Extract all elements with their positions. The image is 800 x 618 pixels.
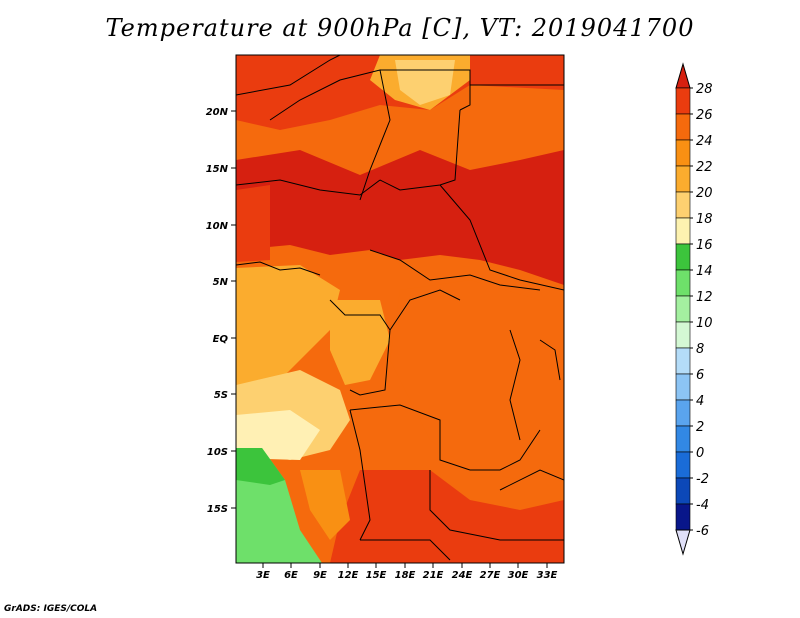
colorbar-label: 10 bbox=[696, 316, 713, 331]
lat-tick-5n: 5N bbox=[213, 277, 236, 288]
lon-label: 30E bbox=[508, 570, 529, 581]
lon-tick-12e: 12E bbox=[338, 563, 359, 581]
colorbar-label: 20 bbox=[696, 186, 713, 201]
field-green-dark bbox=[236, 448, 285, 485]
colorbar-segment bbox=[675, 139, 691, 167]
colorbar-label: 18 bbox=[696, 212, 713, 227]
colorbar-label: 12 bbox=[696, 290, 713, 305]
lat-label: 5N bbox=[213, 277, 229, 288]
colorbar-label: 14 bbox=[696, 264, 713, 279]
lon-label: 18E bbox=[395, 570, 416, 581]
country-borders bbox=[236, 55, 564, 561]
lat-label: 10S bbox=[207, 447, 228, 458]
lon-tick-15e: 15E bbox=[366, 563, 387, 581]
colorbar-label: 16 bbox=[696, 238, 713, 253]
colorbar-segment bbox=[675, 477, 691, 505]
lon-tick-21e: 21E bbox=[423, 563, 444, 581]
lat-tick-15s: 15S bbox=[207, 504, 236, 515]
lon-axis: 3E 6E 9E 12E 15E 18E 21E 24E 27E 30E 33E bbox=[256, 563, 558, 581]
colorbar-label: 22 bbox=[696, 160, 713, 175]
colorbar-segment bbox=[675, 425, 691, 453]
colorbar-segment bbox=[675, 243, 691, 271]
colorbar-over-arrow bbox=[675, 62, 691, 89]
colorbar-label: 24 bbox=[696, 134, 713, 149]
colorbar-segment bbox=[675, 373, 691, 401]
field-atlantic-pale bbox=[236, 410, 320, 460]
colorbar-label: -2 bbox=[696, 472, 709, 487]
colorbar-segment bbox=[675, 399, 691, 427]
colorbar-segment bbox=[675, 217, 691, 245]
lon-label: 33E bbox=[537, 570, 558, 581]
field-north-cool bbox=[395, 60, 455, 105]
lon-tick-27e: 27E bbox=[480, 563, 501, 581]
colorbar-segment bbox=[675, 451, 691, 479]
lat-label: 15S bbox=[207, 504, 228, 515]
colorbar-segment bbox=[675, 165, 691, 193]
colorbar-segment bbox=[675, 347, 691, 375]
colorbar-label: 2 bbox=[696, 420, 704, 435]
colorbar-under-arrow bbox=[675, 529, 691, 556]
lon-tick-24e: 24E bbox=[452, 563, 473, 581]
field-sw-warm bbox=[300, 470, 350, 540]
grads-credit: GrADS: IGES/COLA bbox=[4, 604, 98, 614]
colorbar-segment bbox=[675, 87, 691, 115]
lat-label: 10N bbox=[206, 221, 229, 232]
colorbar-segment bbox=[675, 295, 691, 323]
lat-label: EQ bbox=[213, 334, 229, 345]
lon-label: 9E bbox=[313, 570, 327, 581]
colorbar-segment bbox=[675, 269, 691, 297]
colorbar-segment bbox=[675, 113, 691, 141]
lon-label: 21E bbox=[423, 570, 444, 581]
lat-tick-10n: 10N bbox=[206, 221, 236, 232]
colorbar-segment bbox=[675, 503, 691, 531]
field-congo-mild bbox=[330, 300, 390, 385]
lon-tick-18e: 18E bbox=[395, 563, 416, 581]
field-east bbox=[390, 280, 564, 480]
temperature-field bbox=[236, 55, 564, 563]
lon-tick-33e: 33E bbox=[537, 563, 558, 581]
lon-tick-30e: 30E bbox=[508, 563, 529, 581]
lon-label: 3E bbox=[256, 570, 270, 581]
lat-axis: 20N 15N 10N 5N EQ 5S 10S 15S bbox=[206, 107, 236, 515]
colorbar-segment bbox=[675, 321, 691, 349]
lat-label: 5S bbox=[214, 390, 228, 401]
field-gulf bbox=[236, 265, 340, 385]
colorbar-label: -4 bbox=[696, 498, 709, 513]
lon-label: 15E bbox=[366, 570, 387, 581]
lat-label: 20N bbox=[206, 107, 229, 118]
map-title: Temperature at 900hPa [C], VT: 201904170… bbox=[105, 14, 695, 42]
lat-tick-5s: 5S bbox=[214, 390, 236, 401]
colorbar-label: 4 bbox=[696, 394, 704, 409]
lon-label: 6E bbox=[284, 570, 298, 581]
lat-label: 15N bbox=[206, 164, 229, 175]
lon-tick-9e: 9E bbox=[313, 563, 327, 581]
lon-label: 27E bbox=[480, 570, 501, 581]
lat-tick-eq: EQ bbox=[213, 334, 236, 345]
plot-frame bbox=[235, 54, 565, 564]
colorbar-label: 8 bbox=[696, 342, 704, 357]
lon-tick-6e: 6E bbox=[284, 563, 298, 581]
lon-label: 12E bbox=[338, 570, 359, 581]
colorbar-label: 28 bbox=[696, 82, 713, 97]
lat-tick-15n: 15N bbox=[206, 164, 236, 175]
colorbar-label: 26 bbox=[696, 108, 713, 123]
lat-tick-10s: 10S bbox=[207, 447, 236, 458]
lon-tick-3e: 3E bbox=[256, 563, 270, 581]
colorbar-label: 6 bbox=[696, 368, 704, 383]
lon-label: 24E bbox=[452, 570, 473, 581]
field-west-coast bbox=[236, 185, 270, 262]
lat-tick-20n: 20N bbox=[206, 107, 236, 118]
colorbar-label: 0 bbox=[696, 446, 704, 461]
colorbar-label: -6 bbox=[696, 524, 709, 539]
colorbar-segment bbox=[675, 191, 691, 219]
